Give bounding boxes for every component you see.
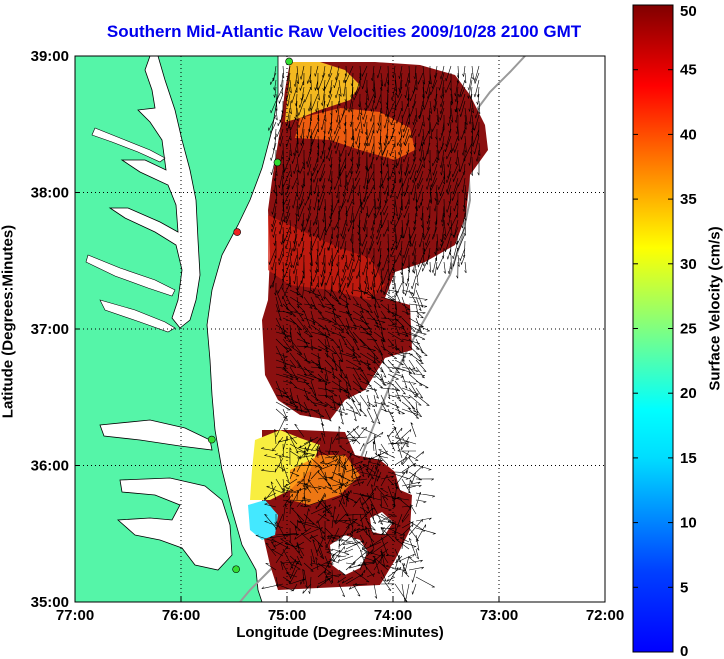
colorbar-tick-label: 25 bbox=[680, 321, 697, 338]
colorbar-tick-label: 35 bbox=[680, 191, 697, 208]
grid-lines bbox=[75, 56, 605, 602]
station-marker bbox=[285, 57, 293, 66]
river bbox=[99, 299, 176, 333]
x-tick-label: 74:00 bbox=[374, 607, 412, 624]
y-tick-label: 35:00 bbox=[31, 594, 69, 611]
river bbox=[91, 127, 166, 163]
y-tick-label: 39:00 bbox=[31, 48, 69, 65]
colorbar-tick-label: 0 bbox=[680, 643, 688, 659]
chesapeake-bay bbox=[108, 56, 201, 329]
velocity-field-cyan bbox=[248, 500, 278, 540]
colorbar-tick-label: 15 bbox=[680, 450, 697, 467]
river bbox=[85, 254, 176, 297]
x-tick-label: 73:00 bbox=[480, 607, 518, 624]
x-tick-label: 76:00 bbox=[162, 607, 200, 624]
x-axis-ticks: 77:00 76:00 75:00 74:00 73:00 72:00 bbox=[56, 597, 624, 624]
colorbar-tick-label: 30 bbox=[680, 256, 697, 273]
y-tick-label: 38:00 bbox=[31, 185, 69, 202]
station-marker bbox=[207, 435, 216, 444]
colorbar-tick-label: 45 bbox=[680, 62, 697, 79]
velocity-field-yellow-south bbox=[250, 430, 320, 500]
colorbar-label: Surface Velocity (cm/s) bbox=[706, 226, 724, 391]
colorbar-tick-label: 10 bbox=[680, 515, 697, 532]
vector-arrows bbox=[255, 65, 481, 602]
y-axis-label: Latitude (Degrees:Minutes) bbox=[0, 224, 17, 419]
y-axis-ticks: 39:00 38:00 37:00 36:00 35:00 bbox=[31, 48, 80, 611]
colorbar-tick-label: 20 bbox=[680, 385, 697, 402]
station-marker bbox=[233, 228, 241, 236]
colorbar-tick-label: 5 bbox=[680, 579, 688, 596]
pamlico-sound bbox=[117, 477, 233, 571]
albemarle-sound bbox=[99, 419, 213, 451]
colorbar bbox=[632, 4, 674, 653]
y-tick-label: 36:00 bbox=[31, 458, 69, 475]
y-tick-label: 37:00 bbox=[31, 321, 69, 338]
x-tick-label: 77:00 bbox=[56, 607, 94, 624]
velocity-vectors bbox=[255, 65, 481, 602]
x-tick-label: 72:00 bbox=[586, 607, 624, 624]
x-tick-label: 75:00 bbox=[268, 607, 306, 624]
x-axis-label: Longitude (Degrees:Minutes) bbox=[236, 624, 444, 641]
station-marker bbox=[273, 158, 282, 167]
colorbar-tick-label: 40 bbox=[680, 126, 697, 143]
station-marker bbox=[232, 565, 240, 574]
map-title: Southern Mid-Atlantic Raw Velocities 200… bbox=[106, 22, 582, 41]
colorbar-ticks: 0 5 10 15 20 25 30 35 40 45 50 bbox=[633, 3, 697, 659]
radar-stations bbox=[207, 57, 293, 574]
colorbar-tick-label: 50 bbox=[680, 3, 697, 20]
